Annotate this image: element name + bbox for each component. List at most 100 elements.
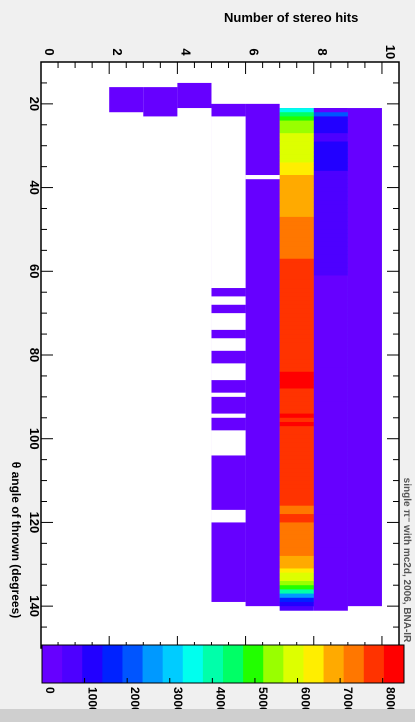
colorbar-swatch [283,645,304,683]
heatmap-cell [279,308,314,314]
colorbar-frame [41,644,405,684]
heatmap-cell [313,459,348,465]
annotation-text: single π⁻ with mc2d, 2006, BNA-IR [401,478,412,643]
heatmap-cell [279,363,314,368]
heatmap-cell [313,212,348,218]
heatmap-cell [313,447,348,452]
heatmap-cell [313,606,348,611]
heatmap-cell [279,300,314,306]
heatmap-cell [313,526,348,532]
heatmap-cell [313,484,348,490]
heatmap-cell [279,279,314,285]
colorbar-tick-label: 0 [43,687,57,694]
heatmap-cell [313,417,348,423]
heatmap-cell [313,288,348,293]
colorbar-swatch [263,645,284,683]
heatmap-cell [313,409,348,414]
heatmap-cell [313,166,348,172]
heatmap-band-4 [245,103,280,607]
heatmap-cell [279,275,314,281]
colorbar-swatch [122,645,144,683]
heatmap-cell [313,375,348,381]
heatmap-cell [279,568,314,574]
heatmap-cell [279,108,314,113]
heatmap-cell [313,191,348,197]
heatmap-cell [313,476,348,481]
heatmap-cell [313,505,348,511]
heatmap-cell [313,426,348,431]
heatmap-cell [279,342,314,348]
heatmap-cell [279,221,314,226]
colorbar-tick-label: 3000 [171,687,185,714]
x-axis-title: θ angle of thrown (degrees) [9,462,23,619]
heatmap-gap-3 [211,338,246,351]
heatmap-cell [279,229,314,235]
heatmap-cell [313,200,348,205]
colorbar-swatch [323,645,345,683]
heatmap-cell [279,396,314,402]
heatmap-cell [313,145,348,151]
colorbar-swatch [62,645,83,683]
heatmap-cell [279,162,314,168]
heatmap-cell [313,195,348,201]
heatmap-cell [279,116,314,121]
heatmap-gap-7 [211,430,246,456]
heatmap-cell [313,225,348,230]
heatmap-cell [313,396,348,402]
heatmap-cell [313,363,348,368]
heatmap-band-7 [347,108,382,607]
heatmap-cell [279,321,314,327]
heatmap-cell [279,551,314,557]
heatmap-cell [279,367,314,373]
heatmap-cell [313,296,348,301]
heatmap-band-0 [109,87,144,113]
heatmap-cell [279,233,314,239]
heatmap-cell [313,442,348,448]
colorbar-swatch [303,645,325,683]
heatmap-cell [279,283,314,289]
heatmap-cell [279,187,314,193]
heatmap-cell [279,179,314,184]
heatmap-cell [313,267,348,272]
heatmap-cell [313,133,348,138]
heatmap-cell [313,241,348,247]
heatmap-cell [313,430,348,435]
heatmap-cell [313,262,348,268]
y-tick-label: 0 [42,48,57,55]
heatmap-cell [313,304,348,310]
heatmap-cell [279,447,314,452]
heatmap-cell [313,597,348,603]
heatmap-cell [279,204,314,209]
colorbar-swatch [162,645,184,683]
x-tick-label: 20 [27,97,42,111]
heatmap-cell [279,459,314,465]
heatmap-cell [313,154,348,159]
heatmap-cell [279,606,314,611]
heatmap-cell [313,112,348,117]
heatmap-cell [279,154,314,159]
heatmap-cell [313,509,348,515]
colorbar-swatch [363,645,385,683]
heatmap-cell [279,325,314,331]
heatmap-cell [313,292,348,297]
heatmap-cell [313,488,348,494]
heatmap-gap-2 [211,313,246,330]
heatmap-cell [313,371,348,377]
colorbar-swatch [142,645,164,683]
heatmap-cell [313,388,348,394]
heatmap-gap-8 [211,509,246,523]
heatmap-cell [313,493,348,498]
heatmap-cell [279,426,314,431]
colorbar-swatch [182,645,204,683]
heatmap-gap-6 [211,413,246,418]
heatmap-cell [279,601,314,607]
heatmap-cell [279,526,314,532]
heatmap-cell [313,543,348,548]
heatmap-cell [279,468,314,473]
colorbar-tick-label: 8000 [384,687,398,714]
y-tick-label: 10 [383,45,398,59]
heatmap-cell [313,279,348,285]
heatmap-cell [313,518,348,523]
heatmap-cell [313,342,348,348]
